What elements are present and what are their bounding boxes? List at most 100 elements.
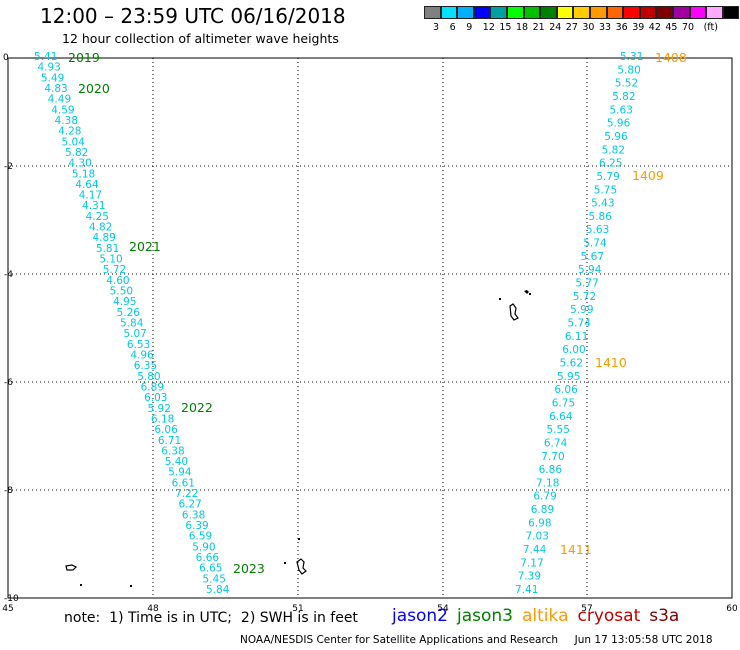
wave-height-value: 5.84 — [206, 584, 230, 596]
wave-height-value: 7.44 — [523, 544, 547, 556]
color-scale-swatch — [506, 6, 524, 19]
wave-height-value: 5.49 — [41, 72, 64, 84]
color-scale-label: 24 — [549, 22, 562, 33]
wave-height-value: 6.89 — [141, 381, 164, 393]
legend-s3a: s3a — [649, 606, 680, 626]
x-tick-label: 60 — [726, 604, 738, 614]
wave-height-value: 5.63 — [610, 104, 633, 116]
altika-pass-labels: 1408 1409 1410 1411 — [560, 50, 687, 557]
x-tick-label: 51 — [292, 604, 303, 614]
wave-height-value: 4.28 — [58, 126, 81, 138]
wave-height-value: 6.00 — [562, 344, 585, 356]
wave-height-value: 6.53 — [127, 339, 150, 351]
wave-height-value: 6.25 — [599, 158, 622, 170]
wave-height-value: 5.94 — [168, 467, 192, 479]
wave-height-value: 4.60 — [106, 275, 129, 287]
plot-frame — [7, 57, 733, 599]
footer-credit: NOAA/NESDIS Center for Satellite Applica… — [240, 634, 713, 646]
wave-height-value: 7.18 — [536, 477, 559, 489]
y-tick-label: 0 — [3, 53, 9, 63]
wave-height-value: 5.96 — [604, 131, 628, 143]
island-seychelles-small-1 — [524, 290, 529, 294]
wave-height-value: 5.99 — [570, 304, 593, 316]
wave-height-value: 7.03 — [526, 531, 549, 543]
wave-height-value: 5.92 — [148, 403, 171, 415]
color-scale-swatch — [706, 6, 723, 19]
altika-track-east: 5.315.805.525.825.635.965.965.826.255.79… — [515, 51, 643, 596]
wave-height-value: 6.66 — [196, 552, 220, 564]
wave-height-value: 5.94 — [578, 264, 602, 276]
wave-height-value: 6.64 — [549, 411, 573, 423]
wave-height-value: 6.65 — [199, 563, 222, 575]
island-seychelles-small-3 — [499, 298, 501, 300]
color-scale-label: 42 — [648, 22, 661, 33]
jason3-pass-labels: 2019 2020 2021 2022 2023 — [68, 50, 265, 576]
legend-jason3: jason3 — [457, 606, 513, 626]
legend-jason2: jason2 — [392, 606, 448, 626]
wave-height-value: 5.82 — [612, 91, 635, 103]
color-scale-label: 33 — [599, 22, 612, 33]
wave-height-value: 5.41 — [34, 51, 57, 63]
color-scale-label: 27 — [565, 22, 578, 33]
wave-height-value: 6.06 — [154, 424, 178, 436]
x-tick-label: 48 — [147, 604, 159, 614]
y-tick-label: -4 — [4, 270, 13, 280]
wave-height-value: 7.39 — [518, 571, 541, 583]
pass-number-label: 1408 — [655, 50, 687, 65]
color-scale-label: 39 — [632, 22, 645, 33]
x-tick-label: 45 — [2, 604, 13, 614]
legend-cryosat: cryosat — [577, 606, 641, 626]
y-tick-label: -8 — [4, 486, 13, 496]
pass-number-label: 2022 — [181, 400, 213, 415]
wave-height-value: 5.75 — [594, 184, 617, 196]
wave-height-value: 5.82 — [602, 144, 625, 156]
wave-height-value: 5.10 — [99, 254, 122, 266]
wave-height-value: 5.74 — [568, 318, 592, 330]
color-scale-swatch — [689, 6, 707, 19]
wave-height-value: 4.38 — [55, 115, 78, 127]
color-scale — [424, 6, 740, 19]
wave-height-value: 6.74 — [544, 437, 568, 449]
wave-height-value: 4.30 — [68, 158, 91, 170]
wave-height-value: 5.55 — [547, 424, 570, 436]
island-amirantes-1 — [65, 564, 78, 571]
wave-height-value: 6.18 — [151, 413, 174, 425]
pass-number-label: 1410 — [595, 355, 627, 370]
wave-height-value: 5.63 — [586, 224, 609, 236]
wave-height-value: 6.86 — [539, 464, 563, 476]
color-scale-label: 18 — [516, 22, 529, 33]
wave-height-value: 5.45 — [203, 573, 226, 585]
color-scale-swatch — [722, 6, 740, 19]
wave-height-value: 6.38 — [161, 445, 184, 457]
x-axis-ticks: 45 48 51 54 57 60 — [2, 604, 738, 614]
wave-height-value: 4.83 — [44, 83, 67, 95]
color-scale-swatch — [623, 6, 640, 19]
wave-height-value: 5.80 — [617, 64, 640, 76]
wave-height-value: 4.89 — [92, 232, 115, 244]
pass-number-label: 2020 — [78, 81, 110, 96]
color-scale-swatch — [656, 6, 673, 19]
wave-height-value: 5.80 — [137, 371, 160, 383]
color-scale-swatch — [523, 6, 541, 19]
x-tick-label: 54 — [437, 604, 449, 614]
wave-height-value: 5.43 — [591, 198, 614, 210]
wave-height-value: 6.59 — [189, 531, 212, 543]
wave-height-value: 5.62 — [560, 357, 583, 369]
color-scale-swatch — [556, 6, 574, 19]
wave-height-value: 5.72 — [103, 264, 126, 276]
wave-height-value: 4.49 — [48, 94, 71, 106]
color-scale-swatch — [589, 6, 607, 19]
color-scale-label: 12 — [482, 22, 495, 33]
wave-height-value: 6.35 — [134, 360, 157, 372]
color-scale-swatch — [540, 6, 557, 19]
wave-height-value: 6.11 — [565, 331, 588, 343]
pass-number-label: 1409 — [632, 168, 664, 183]
wave-height-value: 4.59 — [51, 104, 74, 116]
wave-height-value: 4.93 — [37, 62, 60, 74]
wave-height-value: 6.71 — [158, 435, 181, 447]
wave-height-value: 7.70 — [541, 451, 564, 463]
color-scale-label: 36 — [615, 22, 628, 33]
wave-height-value: 4.64 — [75, 179, 99, 191]
wave-height-value: 5.67 — [581, 251, 604, 263]
wave-height-value: 4.96 — [130, 349, 154, 361]
